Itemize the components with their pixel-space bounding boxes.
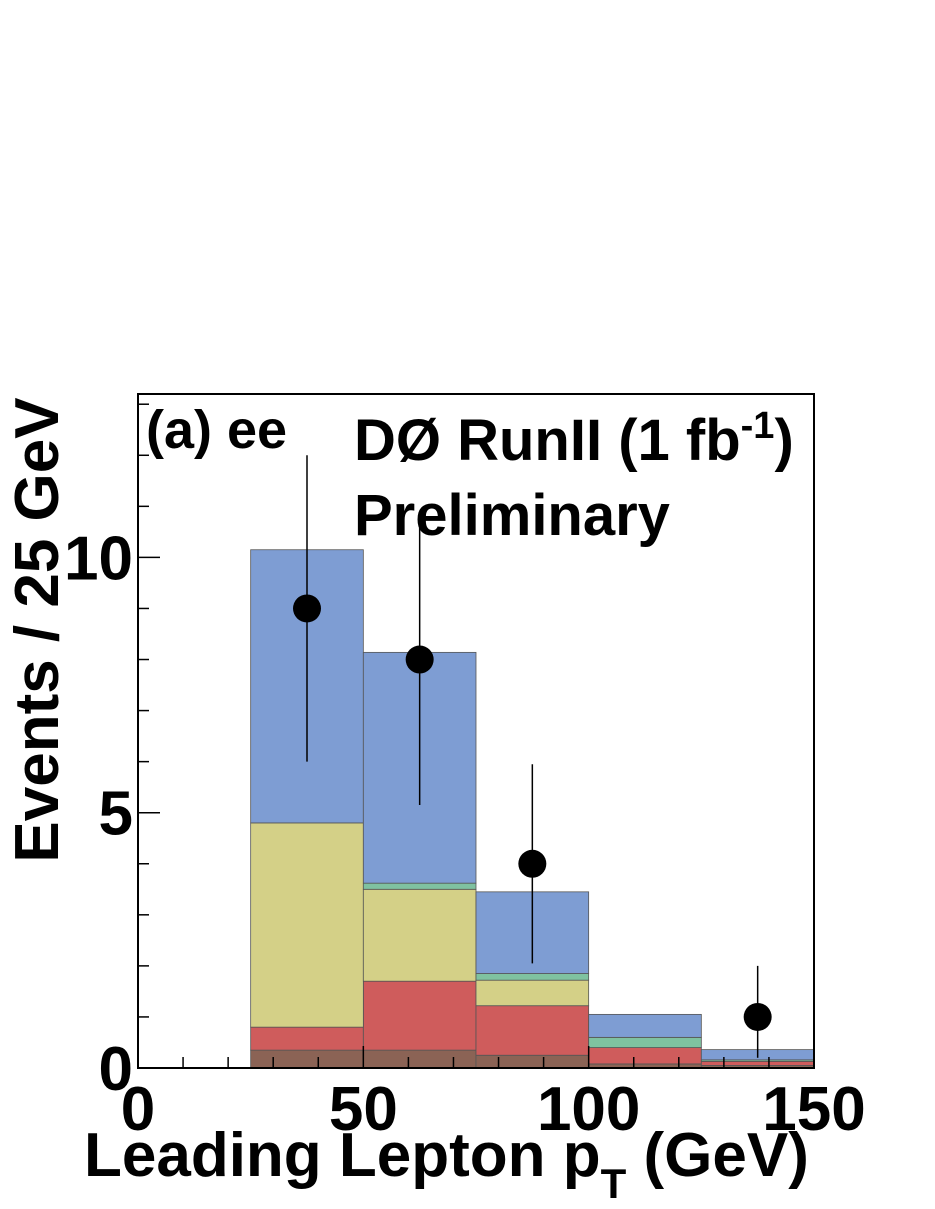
stack-bar-0-bin-1 <box>362 1049 477 1069</box>
data-points <box>293 594 772 1031</box>
data-point-2 <box>518 849 547 878</box>
chart-subtitle: Preliminary <box>354 483 670 548</box>
stack-bar-0-bin-0 <box>250 1049 364 1069</box>
y-tick-label-2: 10 <box>64 524 133 593</box>
x-tick-label-2: 100 <box>537 1075 640 1144</box>
x-tick-label-3: 150 <box>762 1075 865 1144</box>
x-axis-label: Leading Lepton pT (GeV) <box>84 1121 809 1207</box>
stack-bar-3-bin-2 <box>475 973 590 981</box>
stack-bar-1-bin-1 <box>362 980 477 1051</box>
x-tick-label-1: 50 <box>329 1075 398 1144</box>
stack-bar-1-bin-0 <box>250 1026 364 1051</box>
y-tick-label-0: 0 <box>99 1035 133 1104</box>
axis-ticks <box>137 403 815 1069</box>
stack-bar-1-bin-4 <box>700 1060 815 1066</box>
stack-bar-2-bin-1 <box>362 888 477 982</box>
stack-bar-4-bin-3 <box>588 1013 702 1038</box>
stack-bar-3-bin-1 <box>362 882 477 890</box>
data-point-3 <box>743 1002 772 1031</box>
chart-title: DØ RunII (1 fb-1) <box>354 405 794 473</box>
stack-bar-2-bin-0 <box>250 822 364 1028</box>
data-point-1 <box>405 645 434 674</box>
y-tick-label-1: 5 <box>99 780 133 849</box>
data-point-0 <box>293 594 321 623</box>
tick-labels: 0 50 100 150 0 5 10 <box>64 524 866 1144</box>
stack-bar-1-bin-3 <box>588 1047 702 1065</box>
stack-bar-3-bin-3 <box>588 1036 702 1048</box>
plot-frame <box>137 393 815 1069</box>
x-axis-label-subscript: T <box>601 1160 627 1207</box>
stack-bar-0-bin-2 <box>475 1054 590 1069</box>
x-tick-label-0: 0 <box>121 1075 155 1144</box>
panel-label: (a) ee <box>146 400 287 460</box>
y-axis-label: Events / 25 GeV <box>3 397 72 862</box>
stack-bar-2-bin-2 <box>475 979 590 1007</box>
stack-bar-1-bin-2 <box>475 1005 590 1056</box>
chart-title-superscript: -1 <box>741 405 775 447</box>
